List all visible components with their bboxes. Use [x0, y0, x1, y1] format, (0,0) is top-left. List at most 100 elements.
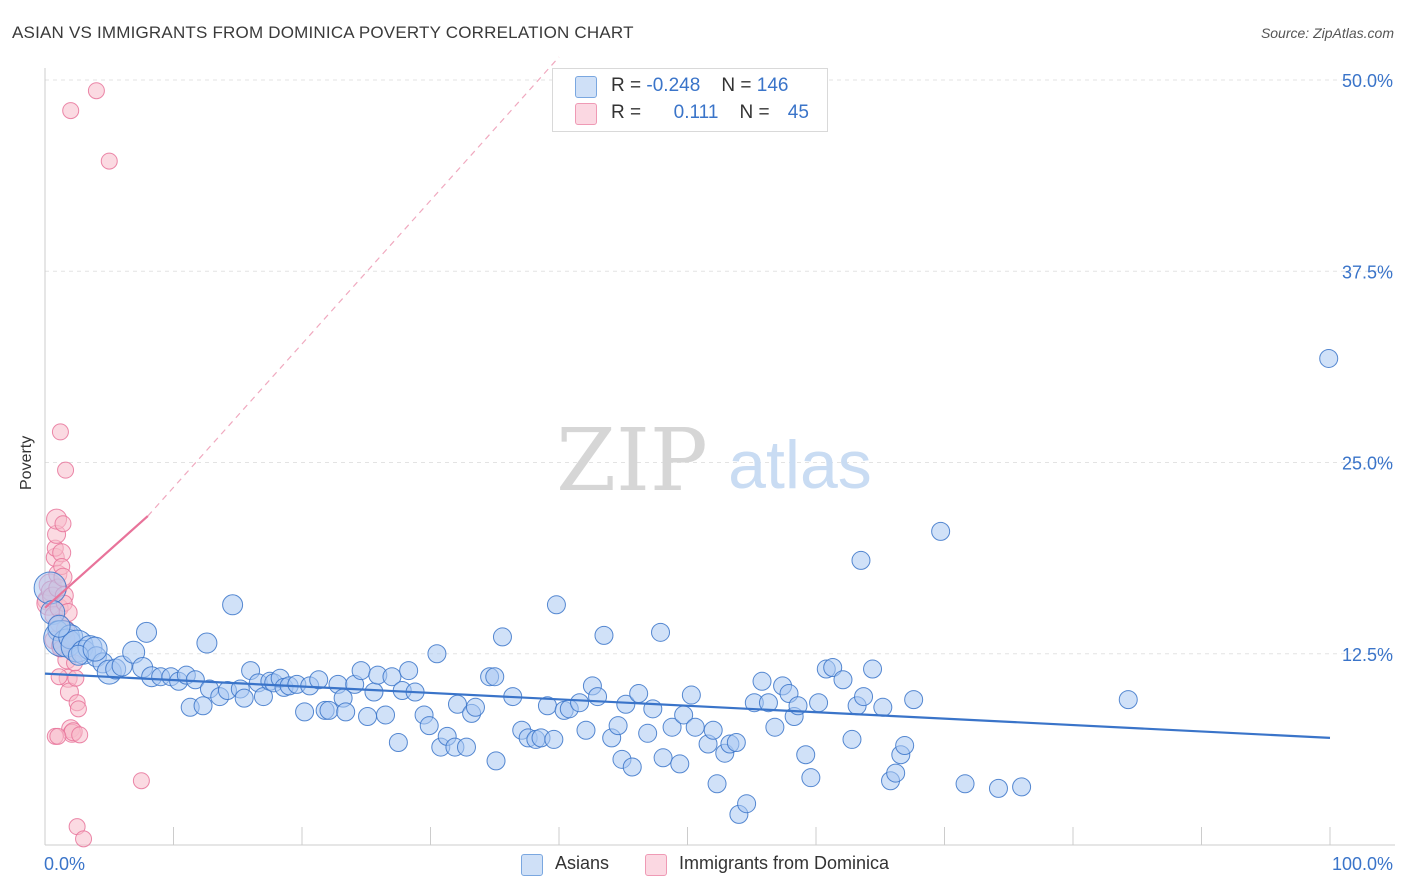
- asians-point: [931, 521, 951, 541]
- asians-point: [842, 729, 862, 749]
- asians-point: [336, 702, 356, 722]
- dominica-point: [67, 669, 85, 687]
- asians-point: [427, 644, 447, 664]
- source-label: Source: ZipAtlas.com: [1260, 25, 1394, 41]
- asians-point: [588, 687, 608, 707]
- asians-point: [419, 716, 439, 736]
- dominica-point: [75, 830, 93, 848]
- watermark-zip: ZIP: [556, 411, 708, 511]
- r-value: -0.248: [646, 75, 701, 96]
- asians-point: [904, 690, 924, 710]
- n-value: 146: [756, 75, 789, 96]
- asians-point: [399, 661, 419, 681]
- dominica-point: [87, 82, 105, 100]
- stats-legend: R = -0.248 N = 146 R = 0.111 N = 45: [552, 68, 828, 132]
- dominica-point: [71, 726, 89, 744]
- asians-point: [576, 720, 596, 740]
- r-label: R =: [611, 75, 642, 96]
- asians-point: [295, 702, 315, 722]
- legend-label-asians: Asians: [555, 853, 610, 873]
- asians-point: [737, 794, 757, 814]
- asians-point: [895, 736, 915, 756]
- asians-point: [651, 622, 671, 642]
- asians-point: [622, 757, 642, 777]
- asians-point: [47, 614, 71, 638]
- asians-point: [765, 717, 785, 737]
- asians-point: [752, 671, 772, 691]
- asians-point: [309, 670, 329, 690]
- y-tick-label: 25.0%: [1342, 454, 1393, 474]
- asians-point: [681, 685, 701, 705]
- asians-point: [703, 720, 723, 740]
- asians-point: [465, 697, 485, 717]
- swatch-asians: [575, 76, 597, 98]
- asians-point: [616, 694, 636, 714]
- dominica-point: [132, 772, 150, 790]
- dominica-point: [54, 515, 72, 533]
- asians-point: [319, 700, 339, 720]
- tick-labels: 12.5% 25.0% 37.5% 50.0% 0.0% 100.0%: [44, 71, 1393, 874]
- legend-swatch-dominica: [645, 854, 667, 876]
- series-legend: Asians Immigrants from Dominica: [0, 852, 1406, 878]
- watermark-atlas: atlas: [728, 427, 872, 503]
- asians-point: [351, 661, 371, 681]
- dominica-point: [62, 102, 80, 120]
- asians-point: [388, 732, 408, 752]
- x-tick-label-min: 0.0%: [44, 854, 85, 874]
- y-tick-label: 37.5%: [1342, 262, 1393, 282]
- legend-label-dominica: Immigrants from Dominica: [679, 853, 890, 873]
- asians-point: [670, 754, 690, 774]
- watermark: ZIP atlas: [556, 411, 872, 511]
- asians-point: [685, 717, 705, 737]
- asians-point: [707, 774, 727, 794]
- asians-point: [886, 763, 906, 783]
- asians-point: [456, 737, 476, 757]
- asians-point: [33, 571, 67, 605]
- y-tick-label: 12.5%: [1342, 645, 1393, 665]
- asians-point: [358, 706, 378, 726]
- asians-point: [485, 667, 505, 687]
- asians-point: [193, 696, 213, 716]
- dominica-points: [36, 82, 150, 848]
- asians-point: [758, 693, 778, 713]
- legend-swatch-asians: [521, 854, 543, 876]
- asians-point: [608, 716, 628, 736]
- asians-point: [988, 778, 1008, 798]
- dominica-point: [57, 461, 75, 479]
- asians-point: [376, 705, 396, 725]
- trend-lines: [44, 56, 1331, 739]
- asians-point: [638, 723, 658, 743]
- asians-point: [486, 751, 506, 771]
- swatch-dominica: [575, 103, 597, 125]
- n-value: 45: [787, 102, 809, 123]
- r-value: 0.111: [673, 102, 719, 123]
- asians-point: [851, 550, 871, 570]
- dominica-point: [69, 700, 87, 718]
- asians-point: [833, 670, 853, 690]
- asians-point: [1118, 690, 1138, 710]
- asians-point: [1012, 777, 1032, 797]
- asians-point: [726, 732, 746, 752]
- asians-point: [82, 636, 108, 662]
- dominica-trend-line: [44, 515, 149, 609]
- dominica-point: [100, 152, 118, 170]
- asians-point: [863, 659, 883, 679]
- asians-point: [570, 693, 590, 713]
- asians-point: [234, 688, 254, 708]
- n-label: N =: [739, 102, 770, 123]
- dominica-point: [49, 727, 67, 745]
- asians-point: [801, 768, 821, 788]
- dominica-trend-extension: [147, 56, 560, 517]
- axes: [44, 68, 1395, 846]
- y-tick-label: 50.0%: [1342, 71, 1393, 91]
- asians-point: [796, 745, 816, 765]
- grid-lines: [45, 79, 1395, 655]
- asians-point: [955, 774, 975, 794]
- asians-point: [364, 682, 384, 702]
- asians-point: [653, 748, 673, 768]
- n-label: N =: [721, 75, 752, 96]
- asians-point: [1319, 348, 1339, 368]
- asians-point: [643, 699, 663, 719]
- asians-point: [662, 717, 682, 737]
